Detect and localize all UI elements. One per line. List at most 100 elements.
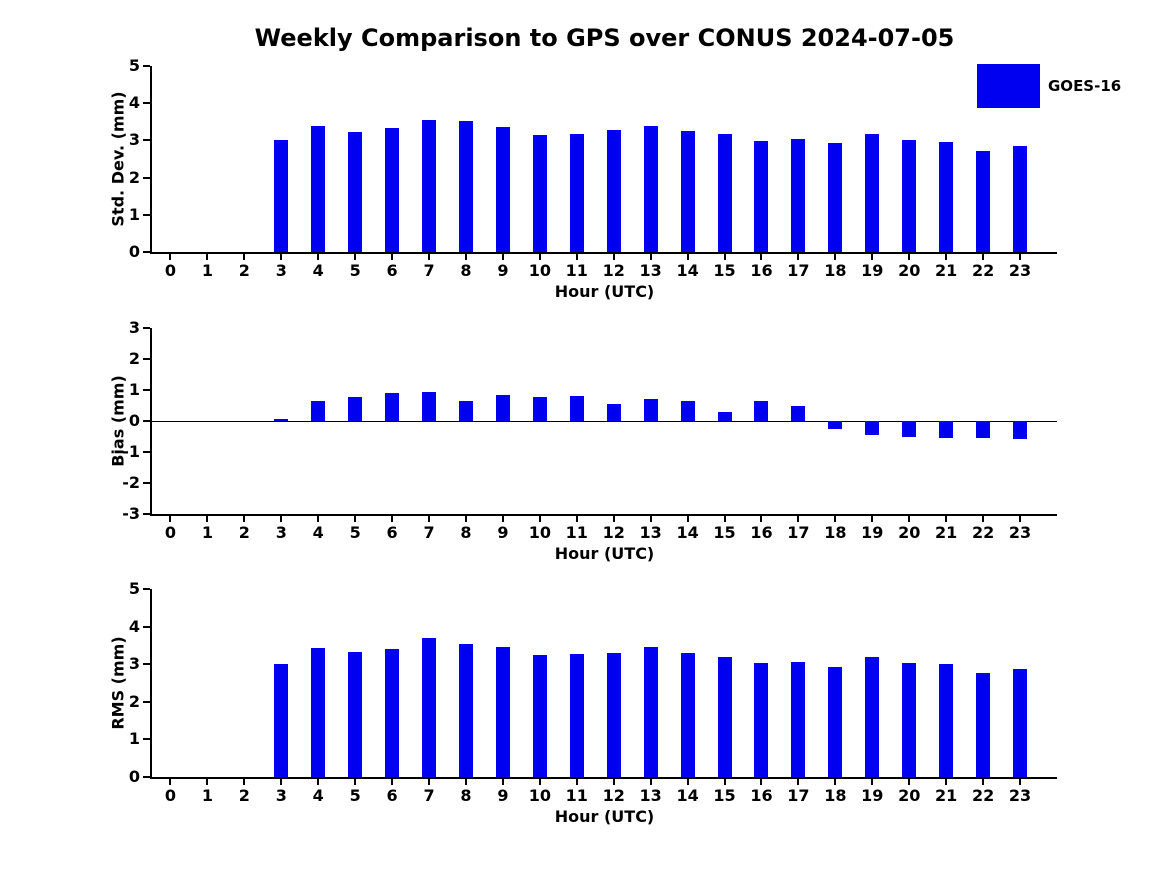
bias-bar-hour-19 <box>865 421 880 436</box>
rms-y-axis-tick <box>143 625 150 628</box>
std-dev-bar-hour-9 <box>495 127 510 252</box>
rms-x-tick-label-22: 22 <box>971 786 995 805</box>
std-dev-y-tick-label: 2 <box>128 167 140 187</box>
rms-y-tick-label: 5 <box>128 579 140 598</box>
std-dev-x-tick-label-22: 22 <box>971 261 995 280</box>
std-dev-y-axis-tick <box>143 251 150 253</box>
rms-x-axis-tick <box>391 779 394 785</box>
std-dev-x-axis-label: Hour (UTC) <box>554 282 655 301</box>
rms-x-axis-tick <box>945 779 948 785</box>
bias-y-axis-tick <box>143 482 150 484</box>
bias-x-tick-label-7: 7 <box>423 523 435 542</box>
rms-bar-hour-21 <box>939 664 954 777</box>
rms-x-axis-tick <box>354 779 357 785</box>
bias-y-axis-label: Bias (mm) <box>108 375 128 467</box>
std-dev-bar-hour-6 <box>385 128 400 252</box>
bias-x-tick-label-10: 10 <box>528 523 551 542</box>
bias-bar-hour-16 <box>754 400 769 421</box>
std-dev-bar-hour-11 <box>569 134 584 252</box>
std-dev-x-tick-label-8: 8 <box>460 261 472 280</box>
bias-x-axis-tick <box>945 516 948 522</box>
rms-y-axis-tick <box>143 776 150 778</box>
std-dev-y-axis-tick <box>143 213 150 216</box>
bias-y-axis-tick <box>143 451 150 453</box>
rms-x-axis-tick <box>723 779 726 785</box>
rms-x-axis-tick <box>797 779 800 785</box>
std-dev-bar-hour-4 <box>311 125 326 252</box>
std-dev-x-tick-label-14: 14 <box>676 261 699 280</box>
bias-bar-hour-4 <box>311 401 326 421</box>
bias-bar-hour-14 <box>680 400 695 421</box>
bias-x-axis-tick <box>391 516 394 522</box>
bias-x-tick-label-5: 5 <box>349 523 361 542</box>
std-dev-x-axis-tick <box>760 254 763 260</box>
std-dev-y-tick-label: 4 <box>128 93 140 113</box>
bias-x-axis-tick <box>575 516 578 522</box>
std-dev-x-axis-tick <box>982 254 985 260</box>
bias-bar-hour-8 <box>458 401 473 421</box>
rms-x-axis-tick <box>686 779 689 785</box>
std-dev-x-axis-tick <box>945 254 948 260</box>
bias-x-axis-tick <box>982 516 985 522</box>
legend: GOES-16 <box>977 64 1121 108</box>
bias-bar-hour-18 <box>828 421 843 429</box>
rms-x-axis-tick <box>871 779 874 785</box>
rms-x-axis-tick <box>280 779 283 785</box>
bias-x-tick-label-6: 6 <box>386 523 398 542</box>
std-dev-x-tick-label-10: 10 <box>528 261 551 280</box>
bias-y-axis-tick <box>143 389 150 391</box>
rms-x-tick-label-6: 6 <box>386 786 398 805</box>
std-dev-x-tick-label-20: 20 <box>898 261 921 280</box>
bias-y-axis-tick <box>143 513 150 515</box>
rms-y-axis-tick <box>143 738 150 741</box>
rms-x-axis-tick <box>982 779 985 785</box>
rms-bar-hour-18 <box>828 666 843 777</box>
std-dev-x-tick-label-21: 21 <box>935 261 958 280</box>
rms-x-axis-tick <box>538 779 541 785</box>
std-dev-x-axis-tick <box>797 254 800 260</box>
rms-x-axis-tick <box>1019 779 1022 785</box>
rms-bar-hour-16 <box>754 662 769 777</box>
std-dev-bar-hour-21 <box>939 142 954 252</box>
rms-bar-hour-22 <box>976 673 991 777</box>
bias-plot-area <box>150 328 1057 516</box>
std-dev-x-tick-label-12: 12 <box>602 261 625 280</box>
rms-bar-hour-12 <box>606 653 621 777</box>
bias-y-axis-tick <box>143 420 150 422</box>
rms-bar-hour-4 <box>311 648 326 777</box>
bias-x-axis-tick <box>243 516 246 522</box>
bias-x-tick-label-11: 11 <box>565 523 588 542</box>
legend-swatch-goes16 <box>977 64 1040 108</box>
rms-bar-hour-9 <box>495 647 510 777</box>
std-dev-bar-hour-18 <box>828 142 843 252</box>
rms-y-axis-tick <box>143 663 150 666</box>
std-dev-bar-hour-19 <box>865 134 880 252</box>
std-dev-x-axis-tick <box>428 254 431 260</box>
rms-x-axis-tick <box>908 779 911 785</box>
bias-bar-hour-11 <box>569 396 584 421</box>
std-dev-y-axis-tick <box>143 65 150 67</box>
rms-x-axis-tick <box>243 779 246 785</box>
std-dev-x-tick-label-4: 4 <box>312 261 324 280</box>
std-dev-bar-hour-10 <box>532 135 547 252</box>
bias-x-axis-tick <box>834 516 837 522</box>
std-dev-bar-hour-5 <box>348 131 363 252</box>
std-dev-bar-hour-23 <box>1013 145 1028 252</box>
std-dev-x-axis-tick <box>206 254 209 260</box>
rms-plot-area <box>150 589 1057 779</box>
bias-bar-hour-9 <box>495 394 510 421</box>
bias-bar-hour-15 <box>717 412 732 421</box>
std-dev-bar-hour-17 <box>791 139 806 252</box>
rms-bar-hour-6 <box>385 649 400 777</box>
rms-bar-hour-3 <box>274 663 289 777</box>
rms-x-tick-label-19: 19 <box>861 786 884 805</box>
bias-x-tick-label-14: 14 <box>676 523 699 542</box>
rms-x-tick-label-5: 5 <box>349 786 361 805</box>
std-dev-x-tick-label-2: 2 <box>238 261 250 280</box>
rms-x-tick-label-13: 13 <box>639 786 662 805</box>
bias-bar-hour-13 <box>643 399 658 421</box>
bias-x-tick-label-0: 0 <box>164 523 177 542</box>
bias-x-tick-label-8: 8 <box>460 523 472 542</box>
bias-x-tick-label-9: 9 <box>497 523 509 542</box>
bias-y-tick-label: 2 <box>128 349 140 368</box>
